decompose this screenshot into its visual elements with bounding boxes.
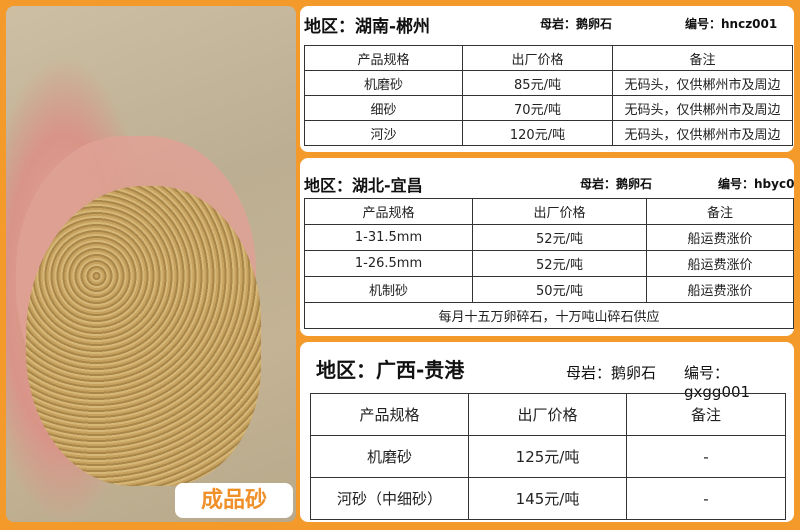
- table-header: 产品规格 出厂价格 备注: [310, 393, 786, 436]
- cell: 船运费涨价: [646, 250, 794, 277]
- sand-pile-image: [26, 186, 261, 486]
- table-row: 机磨砂 125元/吨 -: [310, 435, 786, 478]
- code: 编号：hncz001: [685, 17, 778, 31]
- table-footer-row: 每月十五万卵碎石，十万吨山碎石供应: [304, 302, 794, 329]
- cell: 85元/吨: [462, 70, 613, 96]
- cell: 1-31.5mm: [304, 224, 473, 251]
- cell: 船运费涨价: [646, 224, 794, 251]
- table-row: 机磨砂 85元/吨 无码头，仅供郴州市及周边: [304, 70, 793, 96]
- header-cell: 备注: [612, 45, 793, 71]
- cell: 船运费涨价: [646, 276, 794, 303]
- rock-type: 母岩：鹅卵石: [540, 17, 613, 31]
- header-cell: 产品规格: [304, 198, 473, 225]
- header-cell: 产品规格: [304, 45, 463, 71]
- cell: 1-26.5mm: [304, 250, 473, 277]
- cell: 河砂（中细砂）: [310, 477, 469, 520]
- sand-photo: [6, 6, 296, 522]
- price-panel-hubei: 地区：湖北-宜昌 母岩：鹅卵石 编号：hbyc0 产品规格 出厂价格 备注 1-31…: [300, 158, 794, 336]
- price-table: 产品规格 出厂价格 备注 机磨砂 85元/吨 无码头，仅供郴州市及周边 细砂 70元/吨无…: [304, 45, 793, 146]
- table-row: 机制砂 50元/吨 船运费涨价: [304, 276, 794, 303]
- footer-cell: 每月十五万卵碎石，十万吨山碎石供应: [304, 302, 794, 329]
- price-panel-guangxi: 地区：广西-贵港 母岩：鹅卵石 编号：gxgg001 产品规格 出厂价格 备注 机磨…: [300, 342, 794, 522]
- cell: 125元/吨: [468, 435, 627, 478]
- header-cell: 出厂价格: [462, 45, 613, 71]
- cell: 机磨砂: [304, 70, 463, 96]
- header-cell: 备注: [646, 198, 794, 225]
- cell: 细砂: [304, 95, 463, 121]
- region-title: 地区：湖南-郴州: [304, 17, 431, 37]
- region-title: 地区：湖北-宜昌: [304, 176, 423, 195]
- cell: 120元/吨: [462, 120, 613, 146]
- cell: 机磨砂: [310, 435, 469, 478]
- cell: 52元/吨: [472, 250, 647, 277]
- header-cell: 产品规格: [310, 393, 469, 436]
- rock-type: 母岩：鹅卵石: [580, 177, 653, 191]
- cell: 无码头，仅供郴州市及周边: [612, 95, 793, 121]
- cell: 机制砂: [304, 276, 473, 303]
- cell: 52元/吨: [472, 224, 647, 251]
- table-row: 1-31.5mm 52元/吨 船运费涨价: [304, 224, 794, 251]
- price-table: 产品规格 出厂价格 备注 机磨砂 125元/吨 - 河砂（中细砂） 145元/吨 -: [310, 393, 786, 520]
- table-row: 1-26.5mm 52元/吨 船运费涨价: [304, 250, 794, 277]
- product-label: 成品砂: [175, 483, 293, 518]
- cell: 无码头，仅供郴州市及周边: [612, 120, 793, 146]
- rock-type: 母岩：鹅卵石: [566, 364, 657, 382]
- region-title: 地区：广西-贵港: [316, 358, 465, 382]
- table-header: 产品规格 出厂价格 备注: [304, 198, 794, 225]
- header-cell: 出厂价格: [472, 198, 647, 225]
- price-panel-hunan: 地区：湖南-郴州 母岩：鹅卵石 编号：hncz001 产品规格 出厂价格 备注 机磨…: [300, 6, 794, 152]
- header-cell: 备注: [626, 393, 786, 436]
- price-table: 产品规格 出厂价格 备注 1-31.5mm 52元/吨 船运费涨价 1-26.5mm 52…: [304, 198, 794, 329]
- cell: -: [626, 435, 786, 478]
- cell: 50元/吨: [472, 276, 647, 303]
- cell: 70元/吨: [462, 95, 613, 121]
- code: 编号：hbyc0: [718, 177, 794, 191]
- header-cell: 出厂价格: [468, 393, 627, 436]
- table-row: 细砂 70元/吨 无码头，仅供郴州市及周边: [304, 95, 793, 121]
- table-header: 产品规格 出厂价格 备注: [304, 45, 793, 71]
- cell: 145元/吨: [468, 477, 627, 520]
- cell: 无码头，仅供郴州市及周边: [612, 70, 793, 96]
- cell: -: [626, 477, 786, 520]
- cell: 河沙: [304, 120, 463, 146]
- table-row: 河砂（中细砂） 145元/吨 -: [310, 477, 786, 520]
- table-row: 河沙 120元/吨 无码头，仅供郴州市及周边: [304, 120, 793, 146]
